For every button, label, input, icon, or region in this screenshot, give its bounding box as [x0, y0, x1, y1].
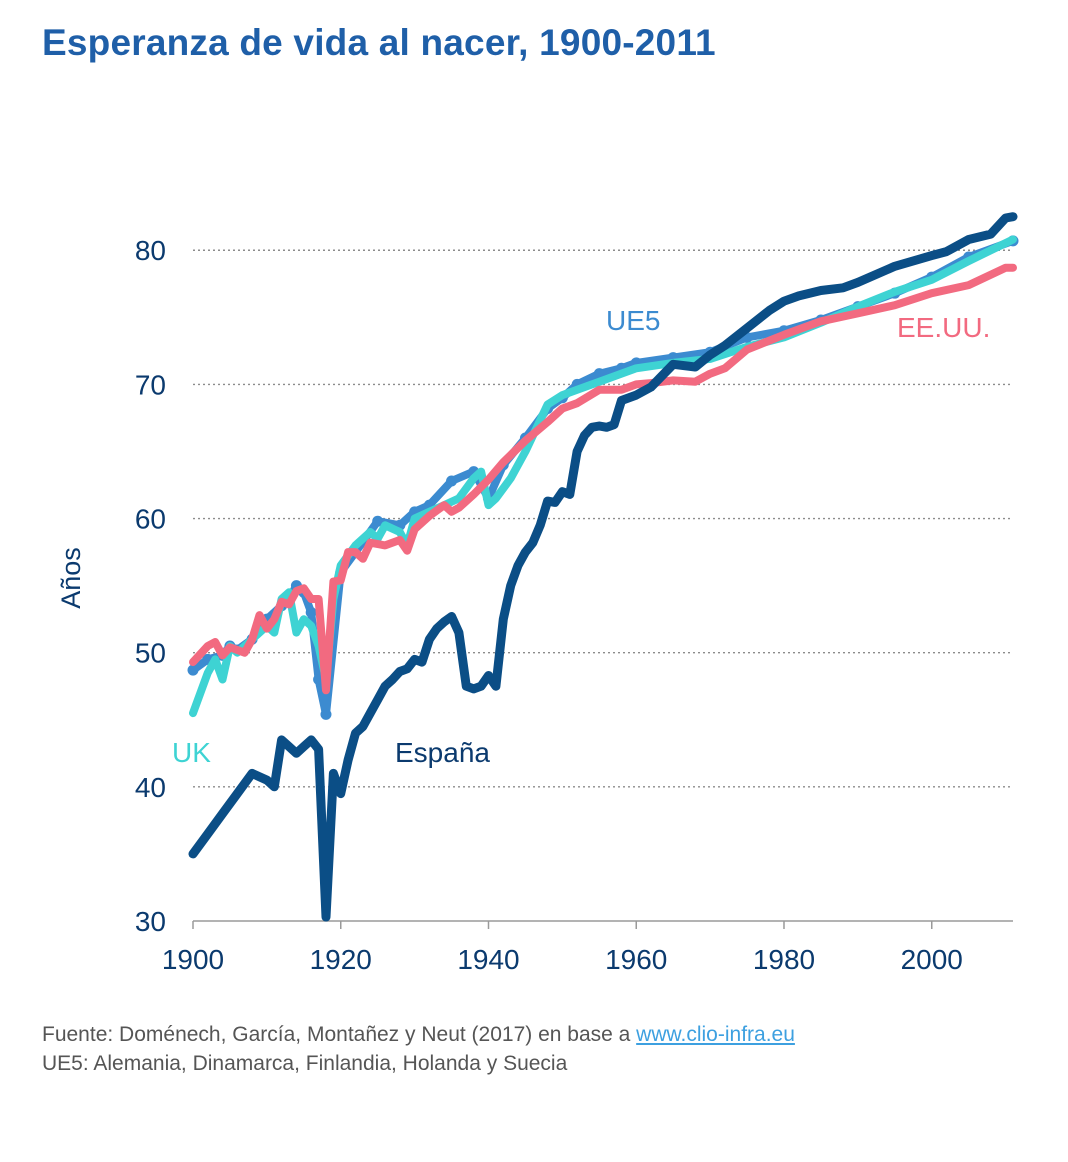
source-line: Fuente: Doménech, García, Montañez y Neu…	[42, 1020, 795, 1049]
x-tick-label: 1900	[162, 944, 224, 975]
series-line-uk	[189, 235, 1017, 718]
series-line-ee-uu	[189, 263, 1017, 695]
annotation-uk: UK	[172, 737, 211, 768]
ue5-point	[593, 368, 605, 380]
ue5-point	[320, 708, 332, 720]
x-tick-label: 1940	[457, 944, 519, 975]
ue5-note: UE5: Alemania, Dinamarca, Finlandia, Hol…	[42, 1052, 568, 1075]
y-tick-label: 80	[135, 235, 166, 266]
gridlines	[193, 249, 1013, 788]
y-axis-label: Años	[56, 547, 86, 609]
series-lines	[187, 212, 1019, 922]
annotation-eeuu: EE.UU.	[897, 312, 990, 343]
source-link[interactable]: www.clio-infra.eu	[636, 1023, 795, 1046]
ue5-point	[305, 606, 317, 618]
y-tick-label: 70	[135, 369, 166, 400]
x-tick-label: 1960	[605, 944, 667, 975]
y-tick-labels: 30 40 50 60 70 80	[135, 235, 166, 937]
y-tick-label: 30	[135, 906, 166, 937]
x-tick-labels: 1900 1920 1940 1960 1980 2000	[162, 921, 963, 975]
y-tick-label: 40	[135, 772, 166, 803]
series-labels: UE5 EE.UU. UK España	[172, 305, 990, 768]
ue5-point	[372, 515, 384, 527]
source-note: Fuente: Doménech, García, Montañez y Neu…	[42, 1020, 795, 1078]
chart-title: Esperanza de vida al nacer, 1900-2011	[42, 22, 716, 63]
ue5-point	[446, 475, 458, 487]
x-tick-label: 2000	[901, 944, 963, 975]
x-tick-label: 1920	[310, 944, 372, 975]
y-tick-label: 50	[135, 638, 166, 669]
ue5-point	[187, 664, 199, 676]
y-tick-label: 60	[135, 504, 166, 535]
series-line-espana	[188, 212, 1018, 922]
annotation-ue5: UE5	[606, 305, 660, 336]
x-tick-label: 1980	[753, 944, 815, 975]
life-expectancy-chart: 1900 1920 1940 1960 1980 2000 30 40 50 60 70 80 Añ…	[56, 212, 1019, 975]
source-text: Fuente: Doménech, García, Montañez y Neu…	[42, 1023, 637, 1046]
annotation-espana: España	[395, 737, 490, 768]
